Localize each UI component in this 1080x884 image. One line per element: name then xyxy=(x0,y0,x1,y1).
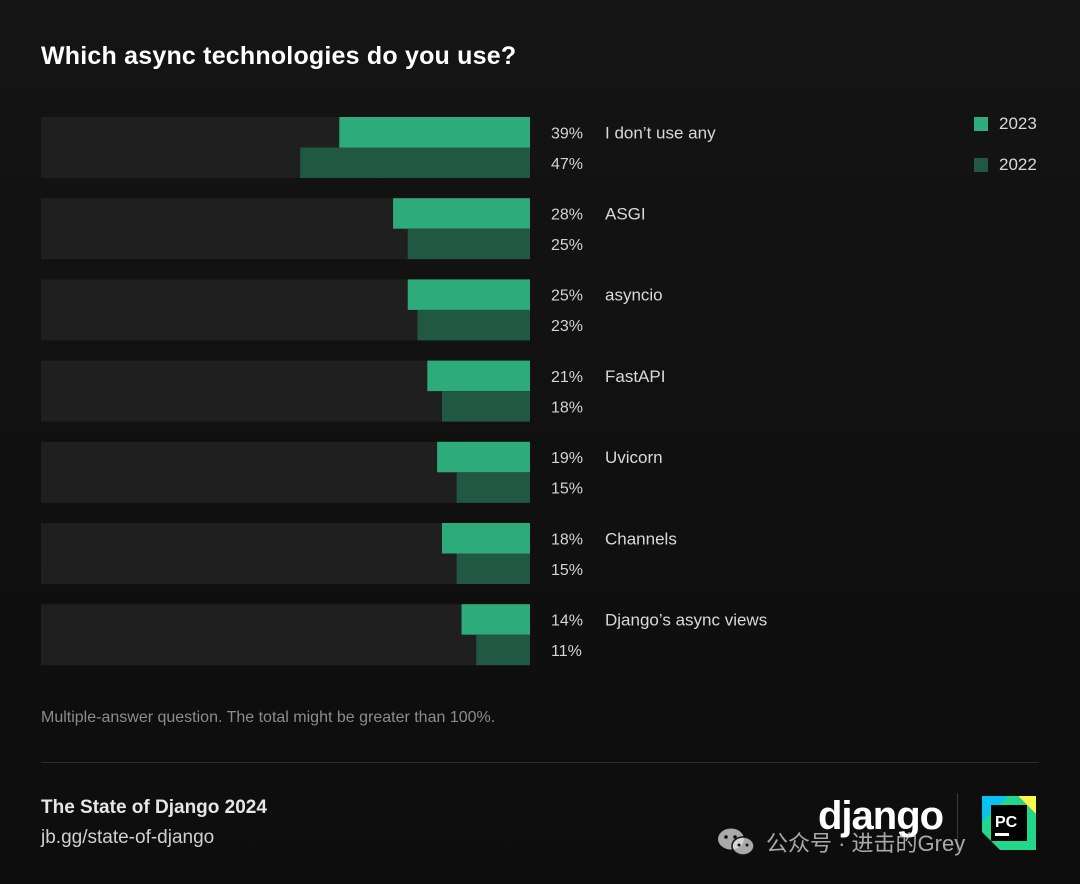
wechat-icon xyxy=(718,828,755,856)
legend-item-2023: 2023 xyxy=(974,114,1037,134)
bar-2023 xyxy=(427,360,530,392)
bar-2023 xyxy=(441,523,530,554)
django-logo: django xyxy=(818,794,944,838)
value-label-2023: 39% xyxy=(551,125,583,142)
category-label: Channels xyxy=(605,529,677,548)
legend-swatch-2022 xyxy=(974,158,988,172)
bar-2023 xyxy=(437,441,530,473)
category-label: FastAPI xyxy=(605,367,665,386)
bar-track xyxy=(41,604,530,666)
bar-2022 xyxy=(441,391,530,422)
logo-separator xyxy=(957,793,958,851)
report-title: The State of Django 2024 xyxy=(41,797,267,818)
bar-2022 xyxy=(476,634,530,666)
pycharm-badge-text: PC xyxy=(995,814,1018,831)
category-label: asyncio xyxy=(605,286,663,305)
pycharm-icon: PC xyxy=(982,796,1036,850)
divider xyxy=(41,762,1039,763)
legend-swatch-2023 xyxy=(974,117,988,131)
bar-2023 xyxy=(407,279,530,310)
category-label: I don’t use any xyxy=(605,123,716,142)
value-label-2023: 14% xyxy=(551,612,583,629)
legend-label-2023: 2023 xyxy=(999,114,1037,133)
category-label: Uvicorn xyxy=(605,448,663,467)
value-label-2023: 25% xyxy=(551,288,583,305)
value-label-2022: 25% xyxy=(551,237,583,254)
bar-2022 xyxy=(456,553,530,584)
legend: 2023 2022 xyxy=(974,114,1037,196)
value-label-2022: 23% xyxy=(551,318,583,335)
bar-2022 xyxy=(456,472,530,503)
watermark-text: 公众号 · 进击的Grey xyxy=(766,831,966,856)
value-label-2023: 21% xyxy=(551,369,583,386)
bar-2023 xyxy=(339,117,530,148)
legend-label-2022: 2022 xyxy=(999,155,1037,174)
report-url[interactable]: jb.gg/state-of-django xyxy=(41,827,215,848)
value-label-2022: 15% xyxy=(551,481,583,498)
footnote: Multiple-answer question. The total migh… xyxy=(41,709,496,726)
value-label-2022: 47% xyxy=(551,156,583,173)
category-label: Django’s async views xyxy=(605,610,767,629)
value-label-2023: 28% xyxy=(551,206,583,223)
bar-2023 xyxy=(393,198,530,229)
value-label-2023: 19% xyxy=(551,450,583,467)
value-label-2022: 18% xyxy=(551,399,583,416)
bar-2022 xyxy=(407,228,530,260)
value-label-2022: 11% xyxy=(551,643,582,660)
watermark: 公众号 · 进击的Grey xyxy=(716,826,965,858)
bar-2023 xyxy=(461,604,530,635)
bar-2022 xyxy=(300,147,530,178)
chart-title: Which async technologies do you use? xyxy=(41,42,517,70)
value-label-2022: 15% xyxy=(551,562,583,579)
bar-2022 xyxy=(417,309,530,341)
category-label: ASGI xyxy=(605,204,646,223)
legend-item-2022: 2022 xyxy=(974,155,1037,175)
value-label-2023: 18% xyxy=(551,531,583,548)
